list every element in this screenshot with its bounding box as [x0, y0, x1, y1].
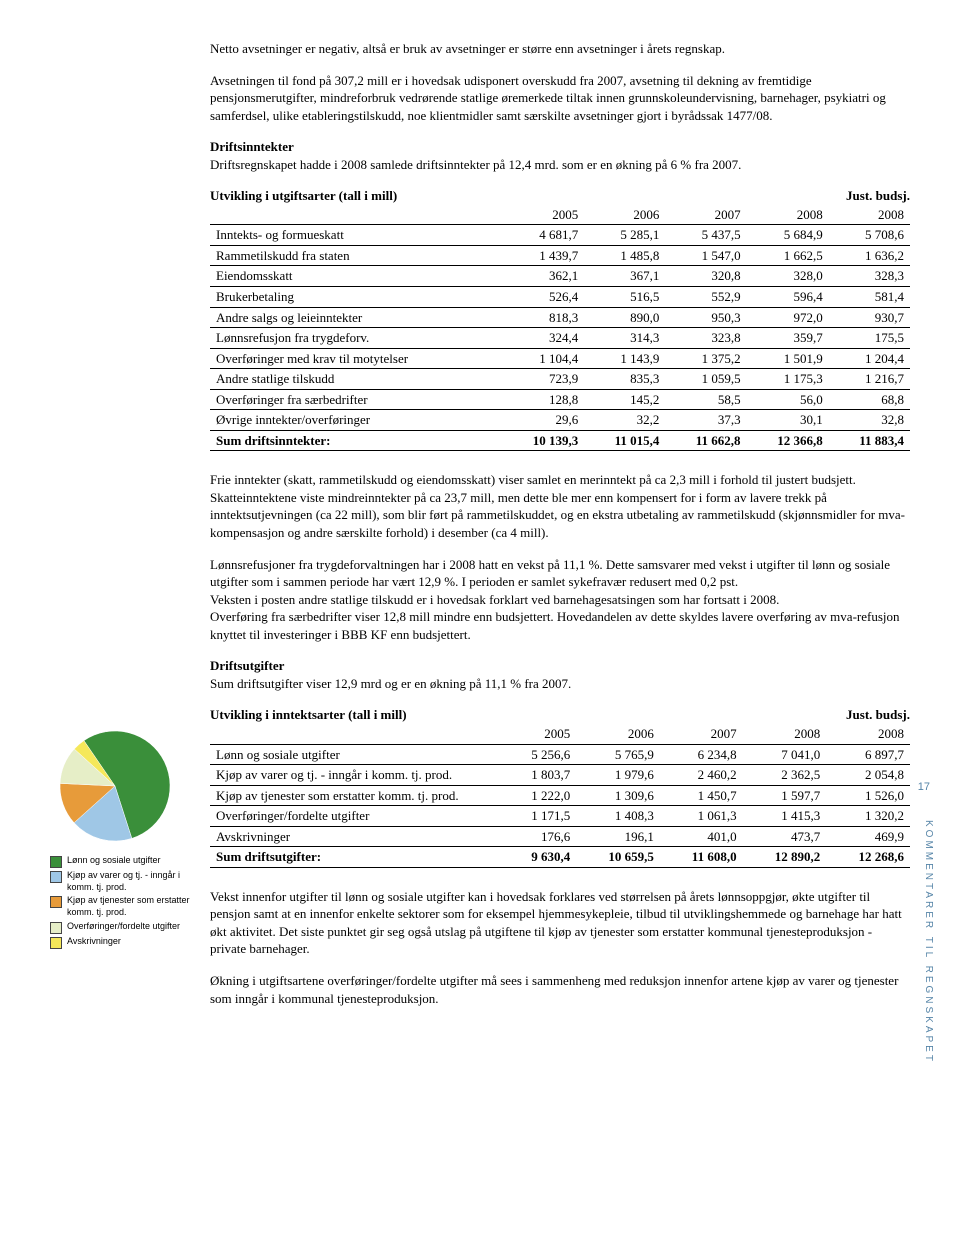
- legend-item: Kjøp av varer og tj. - inngår i komm. tj…: [50, 870, 200, 893]
- legend-label: Kjøp av varer og tj. - inngår i komm. tj…: [67, 870, 200, 893]
- page-number: 17: [918, 780, 930, 795]
- legend-label: Kjøp av tjenester som erstatter komm. tj…: [67, 895, 200, 918]
- table-row-label: Brukerbetaling: [210, 287, 502, 308]
- legend-swatch: [50, 922, 62, 934]
- table-row-label: Inntekts- og formueskatt: [210, 225, 502, 246]
- paragraph-okning-overforinger: Økning i utgiftsartene overføringer/ford…: [210, 972, 910, 1007]
- table1-just-label: Just. budsj.: [846, 187, 910, 205]
- legend-label: Avskrivninger: [67, 936, 121, 948]
- paragraph-vekst-statlige: Veksten i posten andre statlige tilskudd…: [210, 591, 910, 609]
- table-row-label: Lønnsrefusjon fra trygdeforv.: [210, 328, 502, 349]
- table-row-label: Andre statlige tilskudd: [210, 369, 502, 390]
- legend-item: Kjøp av tjenester som erstatter komm. tj…: [50, 895, 200, 918]
- paragraph-driftsutgifter-intro: Sum driftsutgifter viser 12,9 mrd og er …: [210, 676, 571, 691]
- table2-title: Utvikling i inntektsarter (tall i mill): [210, 706, 407, 724]
- legend-item: Overføringer/fordelte utgifter: [50, 921, 200, 934]
- table-row-label: Lønn og sosiale utgifter: [210, 744, 502, 765]
- table-row-label: Overføringer fra særbedrifter: [210, 389, 502, 410]
- table-inntektsarter: Utvikling i inntektsarter (tall i mill) …: [210, 706, 910, 867]
- table2-just-label: Just. budsj.: [846, 706, 910, 724]
- legend-label: Overføringer/fordelte utgifter: [67, 921, 180, 933]
- paragraph-intro: Netto avsetninger er negativ, altså er b…: [210, 40, 910, 58]
- legend-swatch: [50, 937, 62, 949]
- paragraph-lonnsrefusjon: Lønnsrefusjoner fra trygdeforvaltningen …: [210, 556, 910, 591]
- table-row-label: Rammetilskudd fra staten: [210, 245, 502, 266]
- paragraph-saerbedrifter: Overføring fra særbedrifter viser 12,8 m…: [210, 608, 910, 643]
- table-row-label: Øvrige inntekter/overføringer: [210, 410, 502, 431]
- pie-legend: Lønn og sosiale utgifter Kjøp av varer og…: [50, 855, 200, 949]
- table-row-label: Overføringer med krav til motytelser: [210, 348, 502, 369]
- paragraph-driftsinntekter-intro: Driftsregnskapet hadde i 2008 samlede dr…: [210, 157, 741, 172]
- legend-swatch: [50, 856, 62, 868]
- legend-swatch: [50, 896, 62, 908]
- table-row-label: Eiendomsskatt: [210, 266, 502, 287]
- table1-title: Utvikling i utgiftsarter (tall i mill): [210, 187, 397, 205]
- legend-item: Avskrivninger: [50, 936, 200, 949]
- table-row-label: Avskrivninger: [210, 826, 502, 847]
- vertical-section-label: KOMMENTARER TIL REGNSKAPET: [922, 820, 936, 1064]
- table-row-label: Kjøp av varer og tj. - inngår i komm. tj…: [210, 765, 502, 786]
- paragraph-frie-inntekter: Frie inntekter (skatt, rammetilskudd og …: [210, 471, 910, 541]
- table-row-label: Andre salgs og leieinntekter: [210, 307, 502, 328]
- legend-item: Lønn og sosiale utgifter: [50, 855, 200, 868]
- paragraph-vekst-lonn: Vekst innenfor utgifter til lønn og sosi…: [210, 888, 910, 958]
- legend-swatch: [50, 871, 62, 883]
- paragraph-avsetning: Avsetningen til fond på 307,2 mill er i …: [210, 72, 910, 125]
- heading-driftsutgifter: Driftsutgifter: [210, 658, 284, 673]
- table-row-label: Kjøp av tjenester som erstatter komm. tj…: [210, 785, 502, 806]
- heading-driftsinntekter: Driftsinntekter: [210, 139, 294, 154]
- pie-chart-driftsutgifter: [50, 731, 200, 845]
- table-row-label: Overføringer/fordelte utgifter: [210, 806, 502, 827]
- table-utgiftsarter: Utvikling i utgiftsarter (tall i mill) J…: [210, 187, 910, 451]
- legend-label: Lønn og sosiale utgifter: [67, 855, 161, 867]
